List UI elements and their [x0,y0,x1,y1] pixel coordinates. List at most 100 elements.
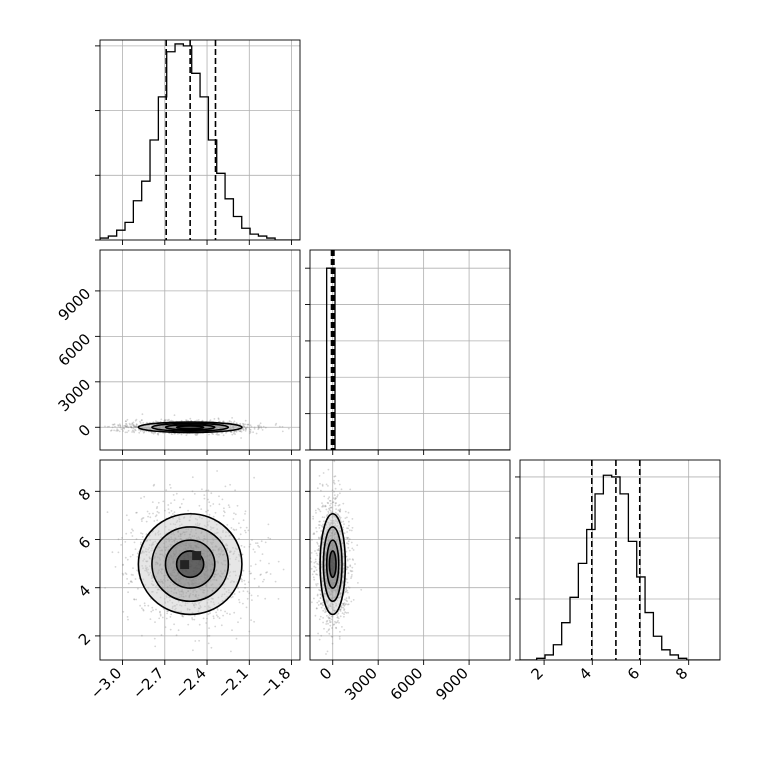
scatter-point [345,566,348,568]
scatter-point [248,630,251,633]
scatter-point [175,591,178,594]
scatter-point [360,588,363,591]
axes-frame [309,249,511,451]
scatter-point [185,542,188,545]
scatter-point [207,575,209,578]
scatter-point [316,583,319,585]
scatter-point [127,582,130,585]
scatter-point [166,419,168,421]
scatter-point [145,539,148,542]
scatter-point [137,587,139,590]
scatter-point [344,611,346,614]
scatter-point [130,426,133,429]
scatter-point [331,591,334,594]
scatter-point [216,554,218,556]
scatter-point [238,430,241,432]
scatter-point [154,431,157,434]
scatter-point [175,555,177,558]
scatter-point [216,426,219,429]
scatter-point [185,595,187,597]
scatter-point [233,580,235,583]
scatter-point [147,548,150,551]
scatter-point [149,426,152,429]
scatter-point [228,421,231,424]
scatter-point [229,425,232,427]
scatter-point [337,479,340,482]
scatter-point [210,597,213,600]
scatter-point [163,419,166,421]
scatter-point [351,570,354,573]
scatter-point [148,427,151,430]
scatter-point [324,571,327,574]
scatter-point [203,574,206,577]
scatter-point [184,558,186,560]
scatter-point [222,426,224,429]
scatter-point [173,541,176,544]
scatter-point [166,586,169,588]
scatter-point [141,426,144,428]
scatter-point [185,569,188,572]
scatter-point [208,520,211,523]
scatter-point [332,556,335,559]
scatter-point [171,433,174,435]
scatter-point [231,417,234,419]
scatter-point [190,514,193,517]
scatter-point [160,536,163,539]
scatter-point [220,426,223,428]
scatter-point [267,523,270,526]
scatter-point [229,550,232,553]
scatter-point [331,642,334,645]
scatter-point [159,613,162,616]
scatter-point [162,425,165,428]
scatter-point [167,419,170,422]
scatter-point [333,579,335,582]
scatter-point [316,601,319,604]
scatter-point [198,582,201,585]
scatter-point [329,581,332,584]
scatter-point [315,583,317,585]
scatter-point [131,424,133,426]
scatter-point [330,596,333,599]
scatter-point [202,539,205,542]
scatter-point [139,543,142,545]
y-tick-label: 3000 [55,375,95,415]
scatter-point [125,532,128,535]
scatter-point [125,425,127,428]
x-tick-label: −2.7 [129,664,167,702]
scatter-point [143,426,146,428]
scatter-point [262,580,264,583]
scatter-point [146,570,148,573]
scatter-point [170,554,173,557]
scatter-point [233,529,236,531]
scatter-point [157,571,160,573]
scatter-point [180,582,182,585]
scatter-point [195,545,198,548]
scatter-point [233,420,236,423]
scatter-point [143,558,146,560]
scatter-point [331,534,333,537]
scatter-point [157,580,160,583]
scatter-point [215,523,218,526]
scatter-point [222,420,225,423]
scatter-point [182,591,185,594]
scatter-point [164,548,167,551]
scatter-point [124,420,127,423]
scatter-point [179,533,182,536]
scatter-point [212,575,215,578]
scatter-point [146,510,149,513]
scatter-point [124,424,127,427]
scatter-point [193,618,196,621]
scatter-point [155,507,158,510]
scatter-point [215,614,218,617]
scatter-point [220,609,222,612]
scatter-point [228,420,231,422]
scatter-point [205,426,207,429]
scatter-point [162,554,165,557]
scatter-point [313,570,315,573]
scatter-point [342,575,345,577]
scatter-point [255,432,258,435]
scatter-point [326,614,328,617]
scatter-point [126,616,129,618]
scatter-point [326,582,329,585]
scatter-point [187,537,190,540]
